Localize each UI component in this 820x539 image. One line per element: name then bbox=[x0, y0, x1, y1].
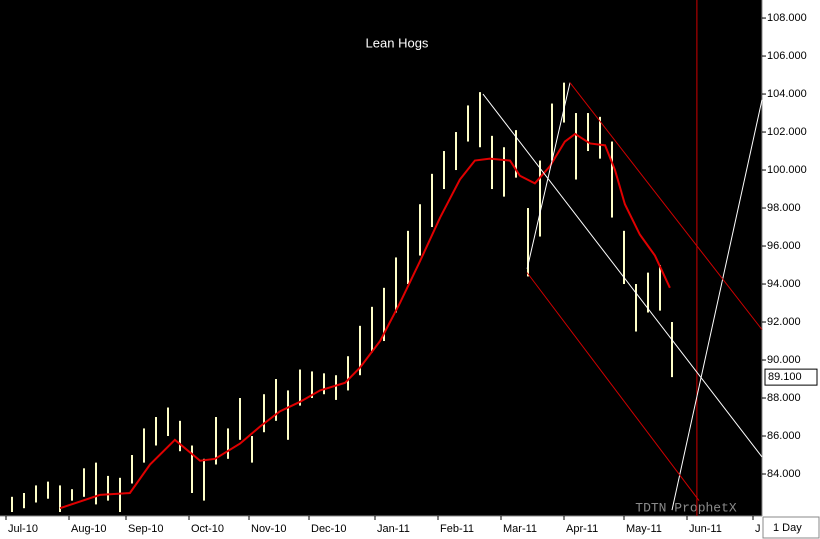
y-tick-label: 84.000 bbox=[767, 468, 801, 480]
x-tick-label: Apr-11 bbox=[566, 523, 598, 535]
x-tick-label: Oct-10 bbox=[191, 523, 224, 535]
chart-title: Lean Hogs bbox=[366, 35, 429, 50]
x-tick-label: Jul-10 bbox=[8, 523, 38, 535]
watermark: TDTN ProphetX bbox=[635, 500, 737, 515]
x-tick-label: Jun-11 bbox=[689, 523, 722, 535]
y-tick-label: 100.000 bbox=[767, 164, 807, 176]
last-price-box bbox=[764, 368, 818, 386]
trendline bbox=[526, 272, 700, 501]
y-tick-label: 96.000 bbox=[767, 240, 801, 252]
x-tick-label: Mar-11 bbox=[503, 523, 537, 535]
y-tick-label: 104.000 bbox=[767, 88, 807, 100]
y-tick-label: 98.000 bbox=[767, 202, 801, 214]
x-tick-label: Nov-10 bbox=[251, 523, 286, 535]
interval-label[interactable]: 1 Day bbox=[773, 522, 802, 534]
x-tick-label: Aug-10 bbox=[71, 523, 106, 535]
x-tick-label: Feb-11 bbox=[440, 523, 474, 535]
x-tick-label: J bbox=[755, 523, 761, 535]
y-tick-label: 108.000 bbox=[767, 12, 807, 24]
y-tick-label: 102.000 bbox=[767, 126, 807, 138]
y-tick-label: 86.000 bbox=[767, 430, 801, 442]
y-tick-label: 90.000 bbox=[767, 354, 801, 366]
y-tick-label: 92.000 bbox=[767, 316, 801, 328]
y-tick-label: 94.000 bbox=[767, 278, 801, 290]
plot-background bbox=[0, 0, 762, 516]
x-tick-label: Dec-10 bbox=[311, 523, 346, 535]
trendline bbox=[526, 82, 571, 269]
last-price-label: 89.100 bbox=[768, 371, 802, 383]
x-tick-label: May-11 bbox=[626, 523, 662, 535]
x-tick-label: Sep-10 bbox=[128, 523, 163, 535]
y-tick-label: 106.000 bbox=[767, 50, 807, 62]
trendline bbox=[569, 82, 763, 330]
y-tick-label: 88.000 bbox=[767, 392, 801, 404]
trendline bbox=[671, 99, 763, 511]
x-tick-label: Jan-11 bbox=[377, 523, 410, 535]
trendline bbox=[482, 93, 763, 458]
moving-average bbox=[59, 132, 671, 510]
interval-box[interactable] bbox=[762, 516, 820, 539]
